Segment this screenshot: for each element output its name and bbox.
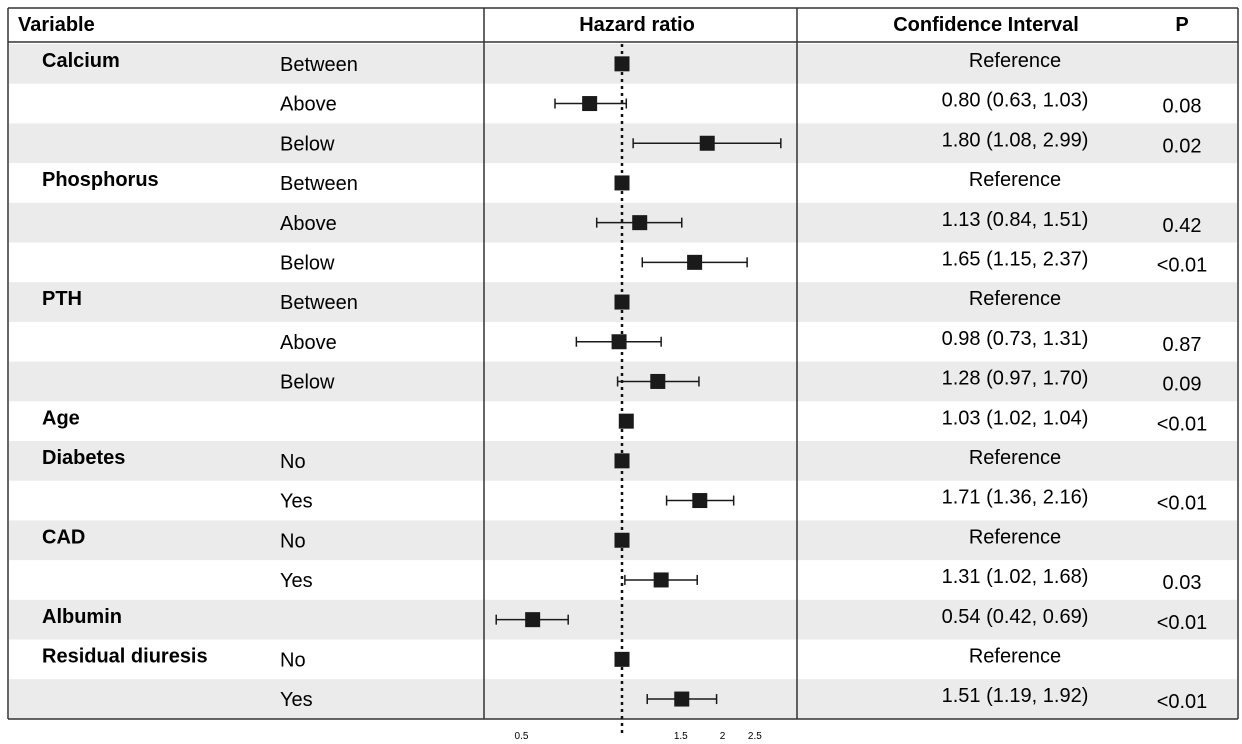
table-row: PTH Between Reference [42, 288, 1061, 314]
ci-value: 1.31 (1.02, 1.68) [942, 566, 1089, 588]
table-row: Above 1.13 (0.84, 1.51) 0.42 [280, 209, 1201, 237]
subgroup-label: Yes [280, 570, 313, 592]
variable-label: Albumin [42, 606, 122, 628]
table-row: Above 0.98 (0.73, 1.31) 0.87 [280, 328, 1201, 356]
hazard-ratio-point [614, 175, 630, 191]
p-value: <0.01 [1157, 691, 1208, 713]
hazard-ratio-point [699, 135, 715, 151]
ci-value: 1.80 (1.08, 2.99) [942, 129, 1089, 151]
ci-value: 1.28 (0.97, 1.70) [942, 368, 1089, 390]
ci-value: Reference [969, 50, 1061, 72]
ci-value: 1.03 (1.02, 1.04) [942, 407, 1089, 429]
hazard-ratio-point [692, 493, 708, 509]
ci-value: 0.80 (0.63, 1.03) [942, 90, 1089, 112]
table-row: Yes 1.71 (1.36, 2.16) <0.01 [280, 487, 1207, 515]
ci-value: 0.98 (0.73, 1.31) [942, 328, 1089, 350]
variable-label: Calcium [42, 50, 120, 72]
table-row: Diabetes No Reference [42, 447, 1061, 473]
subgroup-label: Yes [280, 491, 313, 513]
hazard-ratio-point [614, 56, 630, 72]
hazard-ratio-point [611, 334, 627, 350]
ci-value: 1.13 (0.84, 1.51) [942, 209, 1089, 231]
x-tick-label: 2 [720, 731, 726, 742]
header-p: P [1175, 14, 1188, 36]
x-tick-label: 1.5 [674, 731, 688, 742]
p-value: <0.01 [1157, 493, 1208, 515]
table-rows: Calcium Between Reference Above 0.80 (0.63, … [42, 50, 1207, 713]
p-value: <0.01 [1157, 413, 1208, 435]
x-axis-ticks: 0.5 1.5 2 2.5 [515, 731, 763, 742]
ci-value: 1.65 (1.15, 2.37) [942, 249, 1089, 271]
subgroup-label: Below [280, 253, 335, 275]
subgroup-label: Below [280, 133, 335, 155]
subgroup-label: Between [280, 54, 358, 76]
variable-label: Age [42, 407, 80, 429]
ci-value: 0.54 (0.42, 0.69) [942, 606, 1089, 628]
subgroup-label: Above [280, 332, 337, 354]
ci-value: Reference [969, 447, 1061, 469]
table-row: Yes 1.31 (1.02, 1.68) 0.03 [280, 566, 1201, 594]
p-value: 0.09 [1163, 374, 1202, 396]
subgroup-label: Between [280, 292, 358, 314]
hazard-ratio-point [614, 532, 630, 548]
subgroup-label: Above [280, 213, 337, 235]
ci-value: Reference [969, 526, 1061, 548]
x-tick-label: 2.5 [748, 731, 762, 742]
table-row: Above 0.80 (0.63, 1.03) 0.08 [280, 90, 1201, 118]
variable-label: Residual diuresis [42, 646, 208, 668]
subgroup-label: Between [280, 173, 358, 195]
table-row: Below 1.28 (0.97, 1.70) 0.09 [280, 368, 1201, 396]
p-value: 0.42 [1163, 215, 1202, 237]
p-value: 0.03 [1163, 572, 1202, 594]
subgroup-label: Below [280, 372, 335, 394]
variable-label: Diabetes [42, 447, 125, 469]
p-value: <0.01 [1157, 612, 1208, 634]
p-value: 0.08 [1163, 96, 1202, 118]
hazard-ratio-point [653, 572, 669, 588]
ci-value: 1.71 (1.36, 2.16) [942, 487, 1089, 509]
table-row: Below 1.65 (1.15, 2.37) <0.01 [280, 249, 1207, 277]
table-row: Calcium Between Reference [42, 50, 1061, 76]
hazard-ratio-point [582, 96, 598, 112]
table-row: Yes 1.51 (1.19, 1.92) <0.01 [280, 685, 1207, 713]
variable-label: PTH [42, 288, 82, 310]
header-confidence-interval: Confidence Interval [893, 14, 1079, 36]
subgroup-label: Yes [280, 689, 313, 711]
hazard-ratio-point [618, 413, 634, 429]
ci-value: 1.51 (1.19, 1.92) [942, 685, 1089, 707]
row-stripe [9, 679, 1237, 719]
hazard-ratio-point [687, 254, 703, 270]
hazard-ratio-point [632, 215, 648, 231]
hazard-ratio-point [614, 453, 630, 469]
table-row: Phosphorus Between Reference [42, 169, 1061, 195]
subgroup-label: No [280, 451, 306, 473]
hazard-ratio-point [614, 651, 630, 667]
p-value: 0.02 [1163, 135, 1202, 157]
table-row: CAD No Reference [42, 526, 1061, 552]
hazard-ratio-point [650, 373, 666, 389]
hazard-ratio-point [525, 612, 541, 628]
subgroup-label: No [280, 650, 306, 672]
subgroup-label: No [280, 530, 306, 552]
ci-value: Reference [969, 288, 1061, 310]
variable-label: Phosphorus [42, 169, 159, 191]
hazard-ratio-point [614, 294, 630, 310]
subgroup-label: Above [280, 94, 337, 116]
header-hazard-ratio: Hazard ratio [579, 14, 695, 36]
table-row: Albumin 0.54 (0.42, 0.69) <0.01 [42, 606, 1207, 634]
table-row: Residual diuresis No Reference [42, 646, 1061, 672]
ci-value: Reference [969, 646, 1061, 668]
variable-label: CAD [42, 526, 85, 548]
table-row: Below 1.80 (1.08, 2.99) 0.02 [280, 129, 1201, 157]
ci-value: Reference [969, 169, 1061, 191]
table-row: Age 1.03 (1.02, 1.04) <0.01 [42, 407, 1207, 435]
x-tick-label: 0.5 [515, 731, 529, 742]
header-variable: Variable [18, 14, 95, 36]
p-value: <0.01 [1157, 255, 1208, 277]
p-value: 0.87 [1163, 334, 1202, 356]
hazard-ratio-point [674, 691, 690, 707]
